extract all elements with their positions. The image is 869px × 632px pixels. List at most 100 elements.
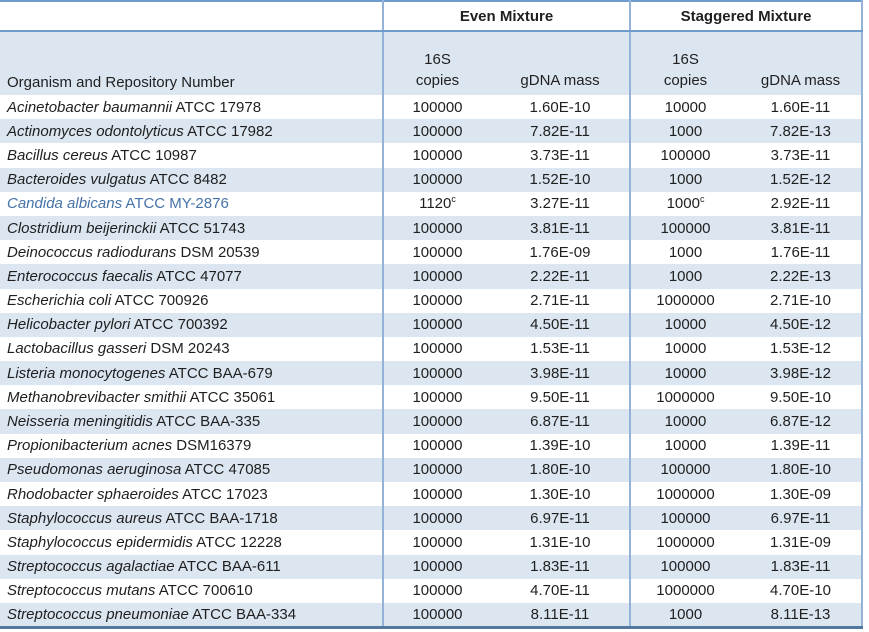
organism-name: Deinococcus radiodurans [7, 243, 177, 261]
even-gdna-mass-value: 1.83E-11 [530, 558, 590, 576]
even-16s-copies-value: 100000 [412, 461, 463, 479]
staggered-gdna-mass-value: 1.76E-11 [770, 243, 831, 261]
staggered-16s-copies-value: 1000000 [656, 292, 715, 310]
staggered-gdna-mass-value: 2.71E-10 [770, 292, 831, 310]
even-16s-copies-header: 16S copies [382, 31, 491, 95]
staggered-16s-copies-cell: 1000000 [629, 385, 740, 410]
even-gdna-mass-cell: 7.82E-11 [491, 119, 630, 143]
staggered-16s-copies-header: 16S copies [629, 31, 740, 95]
even-gdna-mass-cell: 3.81E-11 [491, 216, 630, 240]
even-gdna-mass-value: 1.31E-10 [529, 533, 591, 551]
table-row: Streptococcus mutans ATCC 700610 100000 … [0, 578, 863, 603]
staggered-gdna-mass-value: 2.92E-11 [770, 195, 831, 213]
staggered-16s-copies-cell: 1000c [629, 191, 740, 216]
even-gdna-mass-cell: 2.22E-11 [491, 264, 630, 288]
table-row: Escherichia coli ATCC 700926 100000 2.71… [0, 288, 863, 313]
even-16s-copies-value: 100000 [412, 98, 463, 116]
organism-name: Candida albicans [7, 195, 123, 213]
staggered-16s-copies-cell: 1000 [629, 240, 740, 265]
even-gdna-mass-value: 3.98E-11 [530, 364, 590, 382]
organism-name: Acinetobacter baumannii [7, 98, 173, 116]
even-16s-copies-value: 100000 [412, 413, 463, 431]
organism-name: Streptococcus pneumoniae [7, 605, 189, 623]
staggered-16s-copies-cell: 1000000 [629, 530, 740, 555]
staggered-16s-copies-value: 10000 [664, 413, 707, 431]
even-gdna-mass-cell: 1.52E-10 [491, 168, 630, 192]
corner-cell [0, 1, 383, 32]
repository-number: ATCC 700610 [158, 582, 253, 600]
even-16s-copies-value: 100000 [412, 122, 463, 140]
even-gdna-mass-value: 1.39E-10 [529, 437, 591, 455]
staggered-gdna-mass-cell: 1.53E-12 [740, 336, 863, 362]
organism-cell: Bacteroides vulgatus ATCC 8482 [0, 168, 383, 192]
repository-number: ATCC 47085 [184, 461, 271, 479]
repository-number: ATCC BAA-334 [192, 605, 297, 623]
staggered-16s-label: 16S [672, 51, 699, 68]
even-gdna-mass-cell: 4.50E-11 [491, 313, 630, 337]
staggered-16s-copies-value: 1000000 [656, 582, 715, 600]
even-16s-copies-value: 100000 [412, 364, 463, 382]
organism-name: Pseudomonas aeruginosa [7, 461, 182, 479]
staggered-gdna-mass-cell: 2.22E-13 [740, 264, 863, 289]
staggered-gdna-mass-value: 1.53E-12 [770, 340, 831, 358]
staggered-gdna-mass-value: 1.39E-11 [770, 437, 831, 455]
organism-name: Lactobacillus gasseri [7, 340, 147, 358]
repository-number: ATCC 17982 [187, 122, 273, 140]
even-16s-copies-value: 100000 [412, 485, 463, 503]
staggered-16s-copies-cell: 100000 [629, 143, 740, 168]
organism-name: Bacteroides vulgatus [7, 171, 147, 189]
repository-number: ATCC 700926 [114, 292, 209, 310]
even-copies-label: copies [415, 72, 460, 89]
staggered-gdna-mass-cell: 6.87E-12 [740, 409, 863, 434]
organism-cell: Streptococcus pneumoniae ATCC BAA-334 [0, 603, 383, 627]
organism-cell: Rhodobacter sphaeroides ATCC 17023 [0, 482, 383, 506]
organism-name: Streptococcus agalactiae [7, 558, 175, 576]
even-16s-copies-cell: 100000 [382, 457, 491, 482]
even-16s-copies-value: 100000 [412, 267, 463, 285]
staggered-gdna-mass-value: 1.52E-12 [770, 171, 831, 189]
staggered-gdna-mass-cell: 1.39E-11 [740, 433, 863, 458]
table-row: Bacillus cereus ATCC 10987 100000 3.73E-… [0, 143, 863, 168]
even-16s-copies-cell: 100000 [382, 361, 491, 386]
staggered-16s-copies-value: 10000 [664, 340, 707, 358]
footnote-marker: c [451, 194, 456, 205]
even-gdna-mass-cell: 4.70E-11 [491, 579, 630, 603]
organism-name: Staphylococcus epidermidis [7, 533, 193, 551]
table-row: Clostridium beijerinckii ATCC 51743 1000… [0, 215, 863, 241]
staggered-gdna-mass-cell: 1.31E-09 [740, 530, 863, 555]
staggered-16s-copies-cell: 100000 [629, 215, 740, 241]
even-16s-copies-cell: 100000 [382, 215, 491, 241]
staggered-gdna-mass-cell: 1.60E-11 [740, 95, 863, 120]
even-16s-copies-cell: 100000 [382, 143, 491, 168]
staggered-gdna-mass-cell: 1.52E-12 [740, 167, 863, 192]
even-gdna-mass-cell: 1.30E-10 [491, 482, 630, 506]
even-gdna-mass-cell: 1.80E-10 [491, 458, 630, 482]
staggered-gdna-mass-value: 6.87E-12 [770, 413, 831, 431]
even-16s-copies-value: 100000 [412, 146, 463, 164]
repository-number: ATCC 17978 [175, 98, 262, 116]
staggered-16s-copies-value: 1000000 [656, 485, 715, 503]
staggered-gdna-mass-value: 2.22E-13 [770, 267, 831, 285]
even-gdna-mass-cell: 8.11E-11 [491, 603, 630, 627]
staggered-16s-copies-value: 1000 [668, 122, 703, 140]
even-16s-copies-cell: 100000 [382, 167, 491, 192]
repository-number: ATCC 700392 [133, 316, 228, 334]
table-row: Streptococcus agalactiae ATCC BAA-611 10… [0, 554, 863, 579]
repository-number: ATCC BAA-1718 [165, 509, 278, 527]
even-gdna-mass-cell: 6.97E-11 [491, 506, 630, 530]
organism-cell: Escherichia coli ATCC 700926 [0, 289, 383, 313]
table-row: Bacteroides vulgatus ATCC 8482 100000 1.… [0, 167, 863, 192]
even-gdna-mass-cell: 1.39E-10 [491, 434, 630, 458]
staggered-16s-copies-cell: 1000000 [629, 288, 740, 313]
table-row: Staphylococcus aureus ATCC BAA-1718 1000… [0, 506, 863, 531]
even-16s-copies-cell: 100000 [382, 119, 491, 144]
repository-number: ATCC 8482 [149, 171, 227, 189]
table-row: Propionibacterium acnes DSM16379 100000 … [0, 433, 863, 458]
staggered-gdna-mass-value: 8.11E-13 [770, 605, 831, 623]
staggered-16s-copies-value: 1000 [668, 243, 703, 261]
even-gdna-mass-cell: 9.50E-11 [491, 385, 630, 409]
staggered-16s-copies-value: 1000 [668, 171, 703, 189]
organism-cell: Listeria monocytogenes ATCC BAA-679 [0, 361, 383, 385]
even-gdna-mass-value: 1.76E-09 [529, 243, 591, 261]
staggered-16s-copies-value: 10000 [664, 437, 707, 455]
